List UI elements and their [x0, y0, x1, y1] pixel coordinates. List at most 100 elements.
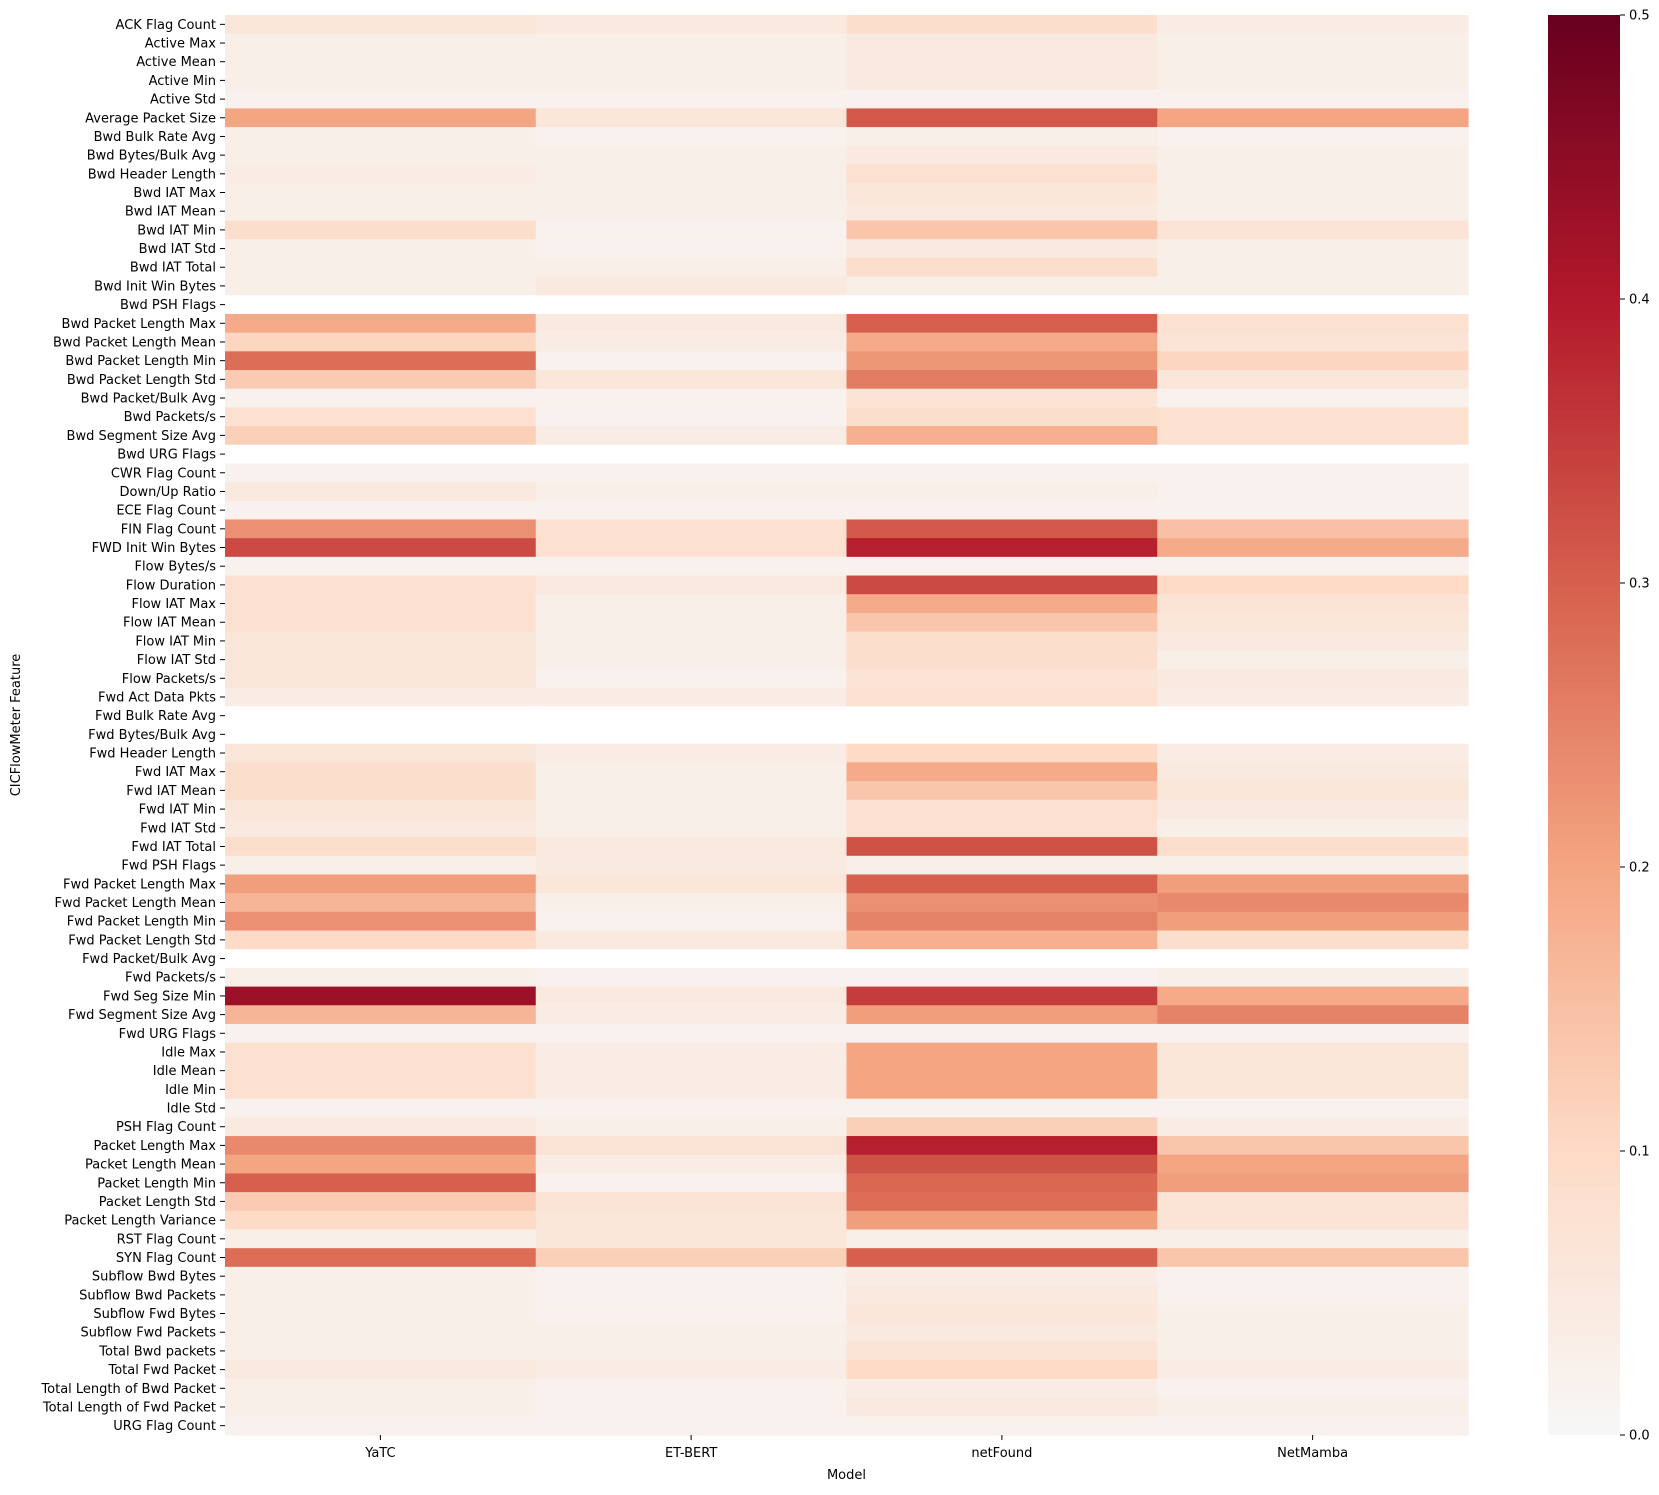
heatmap-cell [225, 164, 537, 184]
heatmap-cell [535, 1098, 848, 1118]
y-tick-label: Flow IAT Std [137, 653, 216, 668]
heatmap-cell [846, 15, 1158, 35]
heatmap-cell [1157, 407, 1469, 427]
heatmap-cell [535, 1210, 848, 1231]
y-tick-label: ACK Flag Count [116, 18, 216, 33]
heatmap-cell [225, 33, 537, 53]
heatmap-cell [846, 482, 1158, 502]
heatmap-cell [846, 519, 1158, 539]
heatmap-cell [1157, 668, 1469, 689]
heatmap-cell [225, 295, 537, 315]
heatmap-cell [535, 818, 848, 838]
heatmap-cell [225, 1360, 537, 1380]
y-tick-label: Active Min [149, 74, 216, 89]
heatmap-cell [535, 1285, 848, 1305]
heatmap-cell [535, 463, 848, 483]
heatmap-cell [1157, 743, 1469, 763]
heatmap-cell [535, 538, 848, 558]
y-tick-label: Fwd Bytes/Bulk Avg [88, 728, 216, 743]
colorbar-ticks: 0.0 0.1 0.2 0.3 0.4 0.5 [1620, 9, 1650, 1444]
heatmap-cell [535, 1360, 848, 1380]
y-tick-label: SYN Flag Count [116, 1251, 216, 1266]
heatmap-cell [225, 743, 537, 763]
heatmap-cell [1157, 164, 1469, 184]
heatmap-cell [225, 1098, 537, 1118]
heatmap-cell [1157, 1229, 1469, 1249]
heatmap-cell [535, 1080, 848, 1100]
y-tick-label: Bwd Init Win Bytes [94, 279, 216, 294]
heatmap-cell [535, 1304, 848, 1324]
x-tick-labels: YaTC ET-BERT netFound NetMamba [364, 1435, 1348, 1461]
heatmap-cell [846, 1341, 1158, 1361]
heatmap-cell [535, 1005, 848, 1025]
heatmap-cell [225, 1304, 537, 1324]
heatmap-cell [535, 986, 848, 1006]
heatmap-cell [225, 818, 537, 838]
heatmap-cell [846, 687, 1158, 707]
heatmap-cell [846, 89, 1158, 110]
heatmap-cell [225, 313, 537, 334]
y-tick-label: Fwd IAT Total [131, 840, 216, 855]
heatmap-cell [535, 668, 848, 689]
y-tick-label: Fwd Packet Length Min [67, 915, 216, 930]
heatmap-cell [535, 164, 848, 184]
y-tick-label: Fwd Seg Size Min [103, 989, 216, 1004]
heatmap-cell [1157, 1322, 1469, 1343]
heatmap-cell [846, 743, 1158, 763]
heatmap-cell [846, 1192, 1158, 1212]
heatmap-cell [225, 650, 537, 670]
heatmap-cell [225, 1173, 537, 1193]
y-tick-label: Packet Length Min [97, 1176, 216, 1191]
heatmap-cell [225, 874, 537, 894]
heatmap-cell [1157, 89, 1469, 110]
heatmap-cell [1157, 1042, 1469, 1062]
heatmap-cell [1157, 1192, 1469, 1212]
heatmap-cell [535, 257, 848, 278]
colorbar-tick-label: 0.5 [1629, 9, 1650, 24]
heatmap-cell [1157, 239, 1469, 259]
y-tick-label: RST Flag Count [117, 1232, 216, 1247]
heatmap-cell [535, 837, 848, 857]
colorbar-tick-label: 0.4 [1629, 293, 1650, 308]
heatmap-cell [225, 575, 537, 595]
heatmap-cell [846, 668, 1158, 689]
y-tick-label: Flow Bytes/s [135, 560, 217, 575]
heatmap-cell [225, 1080, 537, 1100]
heatmap-cell [225, 949, 537, 969]
y-tick-label: Average Packet Size [85, 111, 216, 126]
heatmap-cell [1157, 1360, 1469, 1380]
heatmap-cell [1157, 594, 1469, 614]
heatmap-cell [535, 1192, 848, 1212]
heatmap-cell [1157, 332, 1469, 352]
y-tick-label: Fwd IAT Std [140, 821, 216, 836]
heatmap-cell [846, 762, 1158, 782]
heatmap-cell [225, 145, 537, 166]
heatmap-cell [846, 108, 1158, 128]
heatmap-cell [1157, 949, 1469, 969]
heatmap-cell [225, 631, 537, 651]
heatmap-cell [1157, 52, 1469, 72]
heatmap-cell [535, 575, 848, 595]
y-tick-label: Bwd Packet Length Min [65, 354, 216, 369]
y-tick-label: Bwd Packet/Bulk Avg [81, 392, 216, 407]
heatmap-cell [1157, 1117, 1469, 1137]
y-tick-label: Idle Min [165, 1083, 216, 1098]
x-tick-label: YaTC [364, 1446, 395, 1461]
y-tick-label: Bwd IAT Mean [125, 205, 216, 220]
heatmap-cell [1157, 650, 1469, 670]
heatmap-cell [846, 164, 1158, 184]
y-tick-label: Fwd Packet Length Std [68, 933, 216, 948]
y-tick-label: Fwd IAT Min [139, 803, 216, 818]
heatmap-cell [846, 1061, 1158, 1081]
heatmap-cell [1157, 388, 1469, 408]
y-tick-label: PSH Flag Count [116, 1120, 216, 1135]
y-tick-label: FIN Flag Count [121, 522, 216, 537]
heatmap-cell [1157, 799, 1469, 820]
y-tick-label: Subflow Fwd Bytes [93, 1307, 216, 1322]
heatmap-cell [1157, 1210, 1469, 1231]
heatmap-cell [225, 1042, 537, 1062]
heatmap-cell [535, 612, 848, 633]
heatmap-cell [846, 463, 1158, 483]
heatmap-cell [846, 127, 1158, 147]
